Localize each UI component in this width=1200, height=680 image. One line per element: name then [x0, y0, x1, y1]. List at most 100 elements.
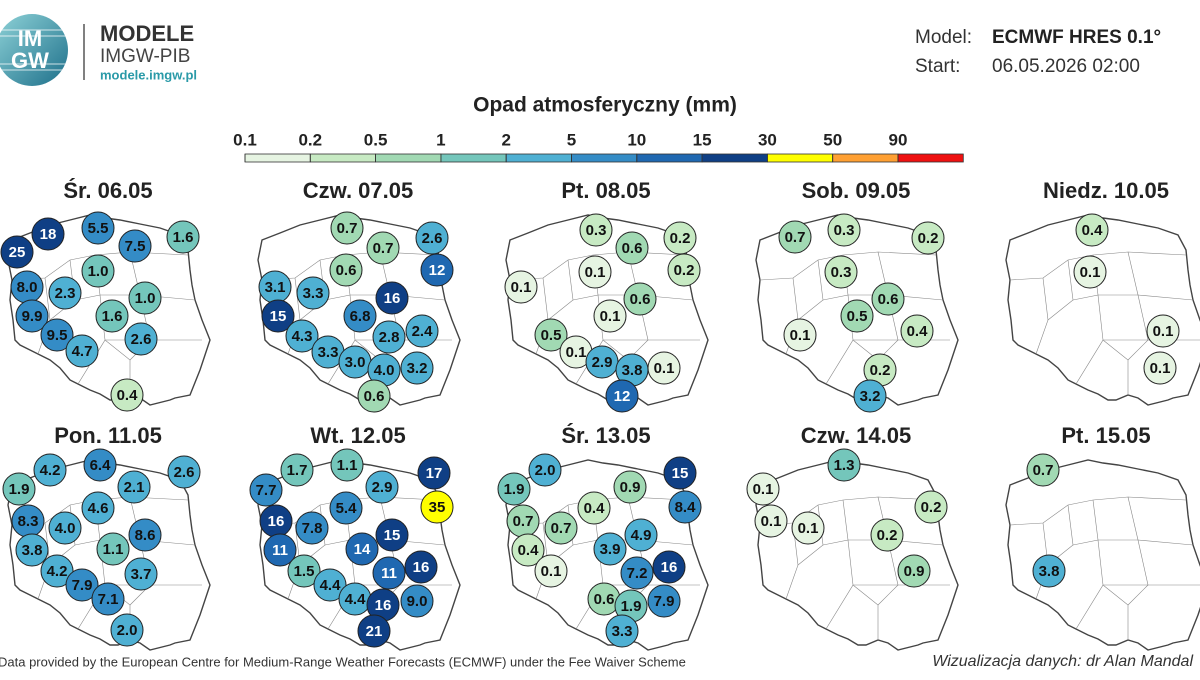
precip-bubble [620, 556, 654, 590]
precip-bubble [96, 532, 130, 566]
model-value: ECMWF HRES 0.1° [992, 27, 1161, 48]
precip-label: 35 [429, 499, 446, 516]
precip-bubble [827, 448, 861, 482]
precip-label: 0.1 [798, 520, 819, 537]
precip-bubble [871, 282, 905, 316]
map-title: Pt. 15.05 [1061, 423, 1150, 448]
map-panel: Śr. 13.05 2.0 15 0.9 1.9 8.4 0.4 0.7 0.7 4.9 0.4 3.… [497, 423, 709, 651]
map-panel: Wt. 12.051.7 1.1 17 2.9 35 7.7 5.4 16 7.8 15 11 14 1… [249, 423, 461, 651]
precip-bubble [287, 554, 321, 588]
region-border [1102, 584, 1129, 640]
precip-label: 0.1 [585, 264, 606, 281]
precip-label: 0.2 [670, 230, 691, 247]
precip-bubble [343, 299, 377, 333]
precip-bubble [81, 254, 115, 288]
precip-label: 3.0 [345, 354, 366, 371]
region-border [1127, 584, 1149, 606]
precip-bubble [415, 221, 449, 255]
precip-label: 5.5 [88, 220, 109, 237]
legend-tick-label: 2 [501, 130, 510, 149]
precip-label: 0.1 [511, 279, 532, 296]
precip-label: 7.8 [302, 520, 323, 537]
precip-label: 16 [268, 513, 285, 530]
precip-label: 0.1 [600, 308, 621, 325]
region-border [852, 584, 879, 640]
precip-label: 2.4 [412, 323, 434, 340]
precip-bubble [48, 276, 82, 310]
precip-bubble [110, 613, 144, 647]
precip-bubble [754, 504, 788, 538]
precip-bubble [285, 319, 319, 353]
map-title: Niedz. 10.05 [1043, 178, 1169, 203]
legend-tick-label: 5 [567, 130, 576, 149]
region-border [1009, 251, 1187, 281]
precip-label: 0.5 [541, 327, 562, 344]
maps: Śr. 06.05 25 18 5.5 7.5 1.6 8.0 1.0 2.3 1.0 9.9 1.6… [0, 178, 1200, 651]
precip-bubble [624, 518, 658, 552]
precip-bubble [375, 281, 409, 315]
precip-bubble [1075, 213, 1109, 247]
precip-bubble [31, 217, 65, 251]
precip-label: 0.7 [551, 520, 572, 537]
precip-label: 2.9 [372, 479, 393, 496]
precip-label: 0.7 [785, 229, 806, 246]
precip-bubble [365, 470, 399, 504]
precip-bubble [528, 453, 562, 487]
precip-label: 4.0 [55, 520, 76, 537]
precip-bubble [404, 550, 438, 584]
region-border [877, 584, 899, 606]
precip-bubble [65, 568, 99, 602]
precip-bubble [329, 253, 363, 287]
logo-text: GW [11, 48, 49, 73]
precip-label: 4.3 [292, 328, 313, 345]
map-panel: Pon. 11.05 4.2 6.4 2.6 1.9 2.1 4.6 8.3 4.0 8.6 3.8… [2, 423, 211, 651]
map-panel: Pt. 08.050.3 0.20.60.1 0.20.10.60.10.50.12… [504, 178, 709, 413]
precip-label: 1.9 [9, 481, 30, 498]
precip-bubble [1026, 453, 1060, 487]
legend-tick-label: 50 [823, 130, 842, 149]
precip-label: 4.2 [40, 462, 61, 479]
precip-label: 0.3 [831, 264, 852, 281]
precip-label: 7.2 [627, 565, 648, 582]
precip-label: 7.1 [98, 591, 119, 608]
precip-label: 25 [9, 244, 26, 261]
precip-label: 6.8 [350, 308, 371, 325]
precip-label: 1.9 [504, 481, 525, 498]
precip-label: 1.1 [337, 457, 358, 474]
precip-label: 0.5 [847, 308, 868, 325]
map-title: Wt. 12.05 [310, 423, 405, 448]
url: modele.imgw.pl [100, 67, 197, 82]
region-border [1127, 339, 1149, 361]
precip-label: 3.9 [600, 541, 621, 558]
precip-label: 3.1 [265, 279, 286, 296]
precip-label: 4.0 [374, 362, 395, 379]
legend-swatch [571, 153, 638, 163]
precip-label: 0.7 [1033, 462, 1054, 479]
precip-bubble [497, 472, 531, 506]
region-border [759, 251, 937, 281]
logo-text: IM [18, 26, 42, 51]
precip-bubble [40, 554, 74, 588]
precip-label: 7.7 [256, 482, 277, 499]
map-title: Sob. 09.05 [802, 178, 911, 203]
precip-bubble [124, 322, 158, 356]
precip-bubble [372, 556, 406, 590]
legend-swatch [636, 153, 703, 163]
precip-label: 11 [272, 542, 288, 559]
precip-bubble [420, 490, 454, 524]
brand: MODELE [100, 21, 194, 46]
precip-label: 4.4 [345, 591, 367, 608]
precip-bubble [746, 472, 780, 506]
precip-bubble [33, 453, 67, 487]
precip-bubble [366, 231, 400, 265]
precip-bubble [15, 533, 49, 567]
map-panel: Pt. 15.05 0.7 3.8 [1005, 423, 1200, 651]
precip-label: 0.7 [337, 220, 358, 237]
precip-label: 3.3 [612, 623, 633, 640]
precip-label: 0.4 [1082, 222, 1104, 239]
precip-label: 15 [384, 527, 401, 544]
precip-bubble [48, 511, 82, 545]
precip-label: 2.6 [174, 464, 195, 481]
precip-label: 2.9 [592, 354, 613, 371]
